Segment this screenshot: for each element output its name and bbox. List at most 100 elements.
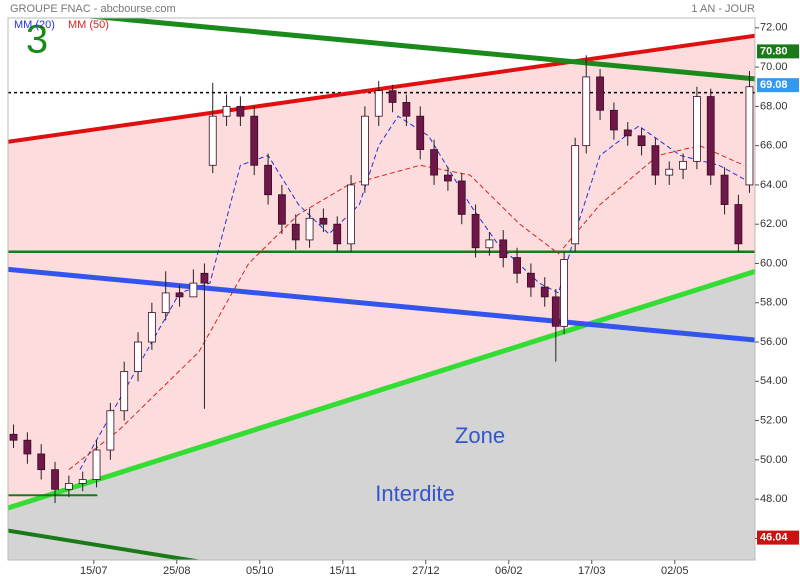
trendline <box>8 33 755 144</box>
candle-body <box>189 282 198 298</box>
candle-body <box>147 312 156 343</box>
y-tick-label: 48.00 <box>760 493 788 505</box>
candle-body <box>37 453 46 471</box>
candle-body <box>134 341 142 372</box>
candle-body <box>582 76 591 147</box>
channel-fill <box>8 35 755 508</box>
candle-body <box>64 483 73 490</box>
candle-body <box>92 449 101 480</box>
candle-body <box>513 257 521 274</box>
x-tick-label: 05/10 <box>246 565 274 577</box>
y-tick-label: 66.00 <box>760 140 788 152</box>
moving-average <box>68 145 745 471</box>
x-tick-label: 15/11 <box>329 565 356 577</box>
price-tag <box>757 78 799 93</box>
y-tick-label: 54.00 <box>760 375 788 387</box>
annotation: Interdite <box>375 481 455 506</box>
candle-body <box>623 129 632 137</box>
x-tick-label: 25/08 <box>163 565 191 577</box>
candle-body <box>250 115 259 166</box>
candle-body <box>402 102 411 117</box>
price-tag-label: 46.04 <box>760 532 788 544</box>
candle-body <box>78 479 87 484</box>
candle-body <box>430 149 438 176</box>
candle-body <box>277 194 286 225</box>
candle-body <box>560 259 568 327</box>
price-tag <box>757 530 799 545</box>
candle-body <box>360 115 369 186</box>
candle-body <box>443 174 452 182</box>
candle-body <box>333 223 342 245</box>
x-tick-label: 02/05 <box>661 565 689 577</box>
candle-body <box>161 292 170 313</box>
y-tick-label: 64.00 <box>760 179 788 191</box>
candle-body <box>571 145 580 245</box>
candle-body <box>471 213 480 249</box>
plot-area <box>8 18 755 560</box>
candle-body <box>23 439 32 455</box>
candle-body <box>200 272 209 284</box>
price-tag <box>757 44 799 59</box>
candle-body <box>416 115 425 150</box>
x-tick-label: 27/12 <box>412 565 440 577</box>
candle-body <box>499 239 508 258</box>
forbidden-zone <box>8 271 755 560</box>
candle-body <box>637 135 646 147</box>
trendline <box>8 268 755 511</box>
candle-body <box>651 145 660 176</box>
trendline <box>8 528 203 560</box>
y-tick-label: 50.00 <box>760 454 788 466</box>
candle-body <box>374 90 383 117</box>
candle-body <box>222 105 231 117</box>
candle-body <box>175 292 184 298</box>
y-tick-label: 70.00 <box>760 61 788 73</box>
candle-body <box>208 115 217 166</box>
candle-body <box>745 86 754 186</box>
marker: 3 <box>26 18 48 62</box>
moving-average <box>79 115 745 470</box>
period: 1 AN - JOUR <box>691 3 755 15</box>
candle-body <box>665 168 674 176</box>
plot-frame <box>7 17 756 561</box>
candle-body <box>236 105 245 117</box>
legend-entry: MM (20) <box>14 19 55 31</box>
candle-body <box>540 286 549 298</box>
candle-body <box>106 410 115 451</box>
candle-body <box>485 239 494 249</box>
candle-body <box>319 217 328 225</box>
candle-body <box>291 223 300 241</box>
candle-body <box>693 96 701 162</box>
y-tick-label: 56.00 <box>760 336 788 348</box>
candle-body <box>596 76 604 111</box>
x-tick-label: 06/02 <box>495 565 523 577</box>
candle-body <box>457 180 466 215</box>
y-tick-label: 60.00 <box>760 257 788 269</box>
legend-entry: MM (50) <box>68 19 109 31</box>
y-tick-label: 58.00 <box>760 297 788 309</box>
candle-body <box>51 469 59 490</box>
candle-body <box>305 217 314 241</box>
trendline <box>8 266 755 343</box>
candle-body <box>527 272 535 288</box>
price-tag-label: 69.08 <box>760 79 788 91</box>
annotation: Zone <box>455 423 505 448</box>
candle-body <box>720 174 729 205</box>
candle-body <box>9 433 18 441</box>
chart-title: GROUPE FNAC - abcbourse.com <box>10 3 176 15</box>
candle-body <box>551 296 560 327</box>
candle-body <box>610 109 618 131</box>
candle-body <box>120 371 129 412</box>
candle-body <box>388 90 397 103</box>
candle-body <box>347 184 355 245</box>
price-tag-label: 70.80 <box>760 45 788 57</box>
x-tick-label: 17/03 <box>578 565 606 577</box>
y-tick-label: 68.00 <box>760 100 788 112</box>
y-tick-label: 72.00 <box>760 22 788 34</box>
trendline <box>83 18 755 82</box>
x-tick-label: 15/07 <box>80 565 108 577</box>
y-tick-label: 62.00 <box>760 218 788 230</box>
candle-body <box>706 96 715 176</box>
candle-body <box>264 164 272 196</box>
candle-body <box>679 160 687 170</box>
